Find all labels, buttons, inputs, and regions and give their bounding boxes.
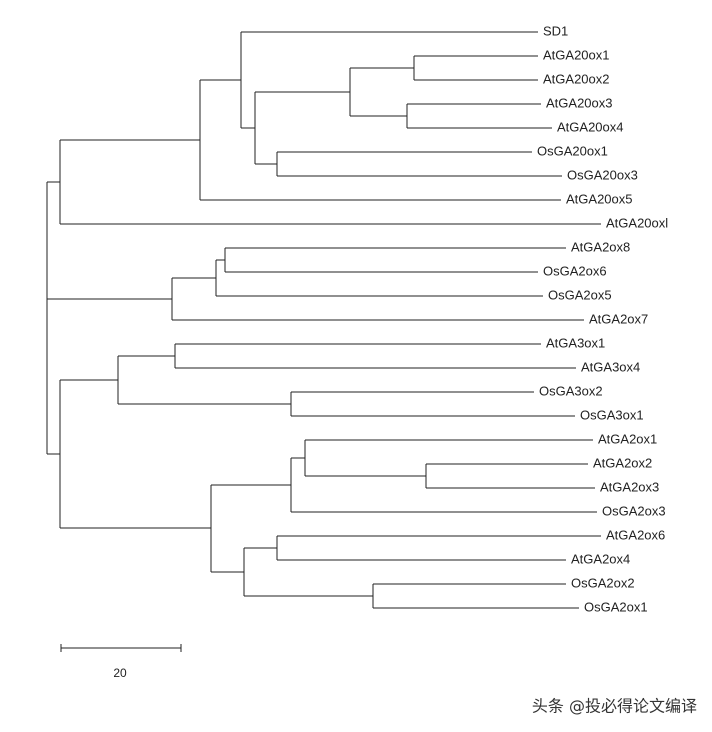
leaf-label: OsGA3ox2 — [539, 383, 603, 398]
leaf-label: AtGA20ox4 — [557, 119, 624, 134]
leaf-label: AtGA2ox3 — [600, 479, 659, 494]
leaf-label: OsGA2ox6 — [543, 263, 607, 278]
leaf-label: AtGA20ox1 — [543, 47, 610, 62]
leaf-label: AtGA20oxl — [606, 215, 668, 230]
leaf-label: AtGA20ox3 — [546, 95, 613, 110]
leaf-label: OsGA2ox3 — [602, 503, 666, 518]
leaf-label: AtGA3ox4 — [581, 359, 640, 374]
leaf-label: AtGA3ox1 — [546, 335, 605, 350]
leaf-label: AtGA20ox2 — [543, 71, 610, 86]
scale-bar — [60, 644, 182, 652]
leaf-label: AtGA2ox2 — [593, 455, 652, 470]
leaf-label: OsGA20ox1 — [537, 143, 608, 158]
scale-bar-label: 20 — [113, 666, 127, 680]
leaf-label: AtGA2ox1 — [598, 431, 657, 446]
leaf-label: AtGA20ox5 — [566, 191, 633, 206]
leaf-label: SD1 — [543, 23, 568, 38]
leaf-label: AtGA2ox8 — [571, 239, 630, 254]
leaf-label: AtGA2ox7 — [589, 311, 648, 326]
leaf-label: OsGA2ox5 — [548, 287, 612, 302]
leaf-label: OsGA3ox1 — [580, 407, 644, 422]
leaf-label: OsGA20ox3 — [567, 167, 638, 182]
leaf-label: AtGA2ox6 — [606, 527, 665, 542]
leaf-label: OsGA2ox1 — [584, 599, 648, 614]
leaf-labels: SD1 AtGA20ox1 AtGA20ox2 AtGA20ox3 AtGA20ox4 O… — [537, 23, 668, 614]
tree-branches — [46, 31, 601, 609]
watermark: 头条 @投必得论文编译 — [532, 697, 697, 716]
leaf-label: OsGA2ox2 — [571, 575, 635, 590]
leaf-label: AtGA2ox4 — [571, 551, 630, 566]
